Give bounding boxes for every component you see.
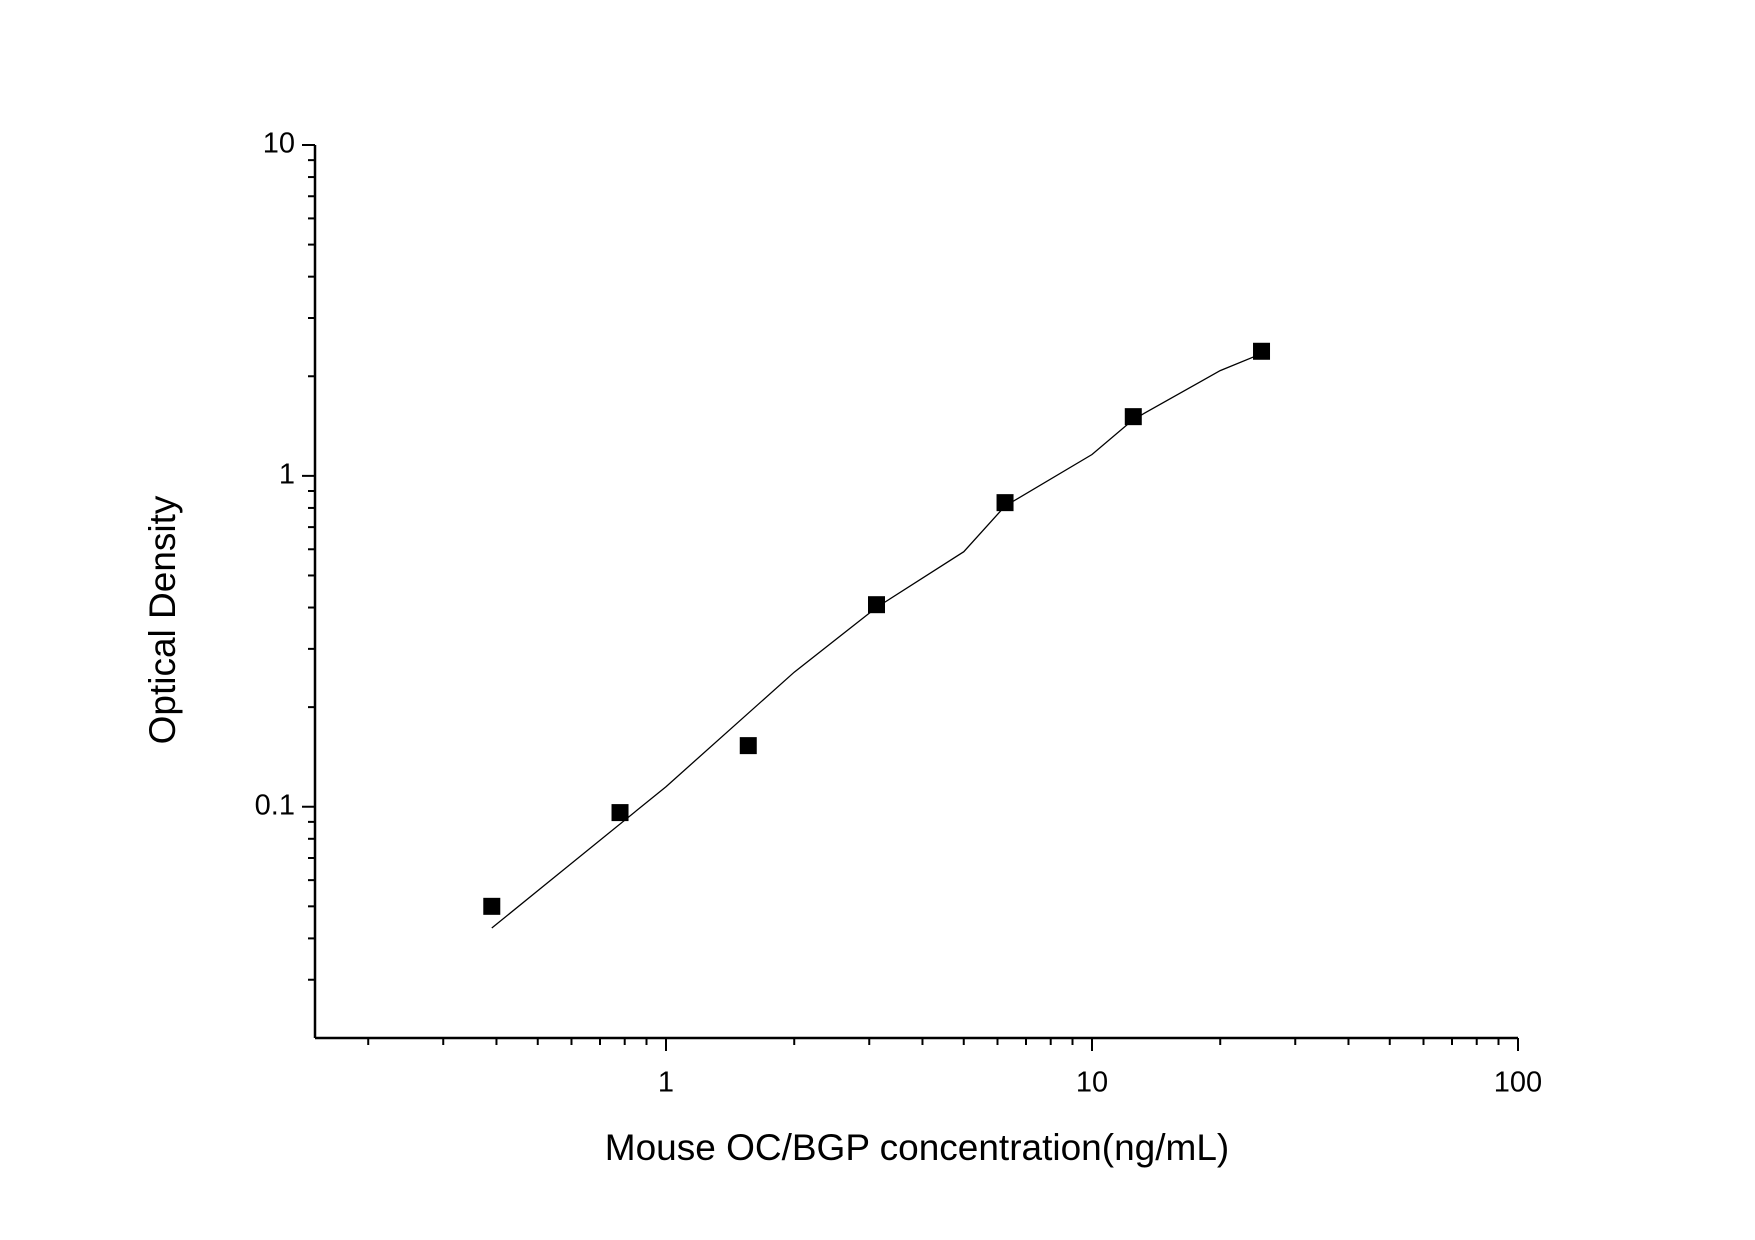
y-tick-label: 0.1 bbox=[255, 789, 295, 821]
data-point bbox=[1253, 342, 1271, 360]
y-tick-label: 10 bbox=[263, 128, 295, 160]
x-tick-label: 1 bbox=[658, 1067, 674, 1099]
x-axis-label: Mouse OC/BGP concentration(ng/mL) bbox=[605, 1127, 1229, 1168]
data-point bbox=[1124, 408, 1142, 426]
data-point bbox=[996, 494, 1014, 512]
x-tick-label: 10 bbox=[1076, 1067, 1108, 1099]
data-point bbox=[483, 897, 501, 915]
data-point bbox=[868, 596, 886, 614]
y-tick-label: 1 bbox=[279, 459, 295, 491]
data-point bbox=[739, 737, 757, 755]
fit-curve bbox=[491, 353, 1262, 929]
x-tick-label: 100 bbox=[1494, 1067, 1542, 1099]
y-axis-label: Optical Density bbox=[142, 495, 183, 744]
data-point bbox=[611, 804, 629, 822]
